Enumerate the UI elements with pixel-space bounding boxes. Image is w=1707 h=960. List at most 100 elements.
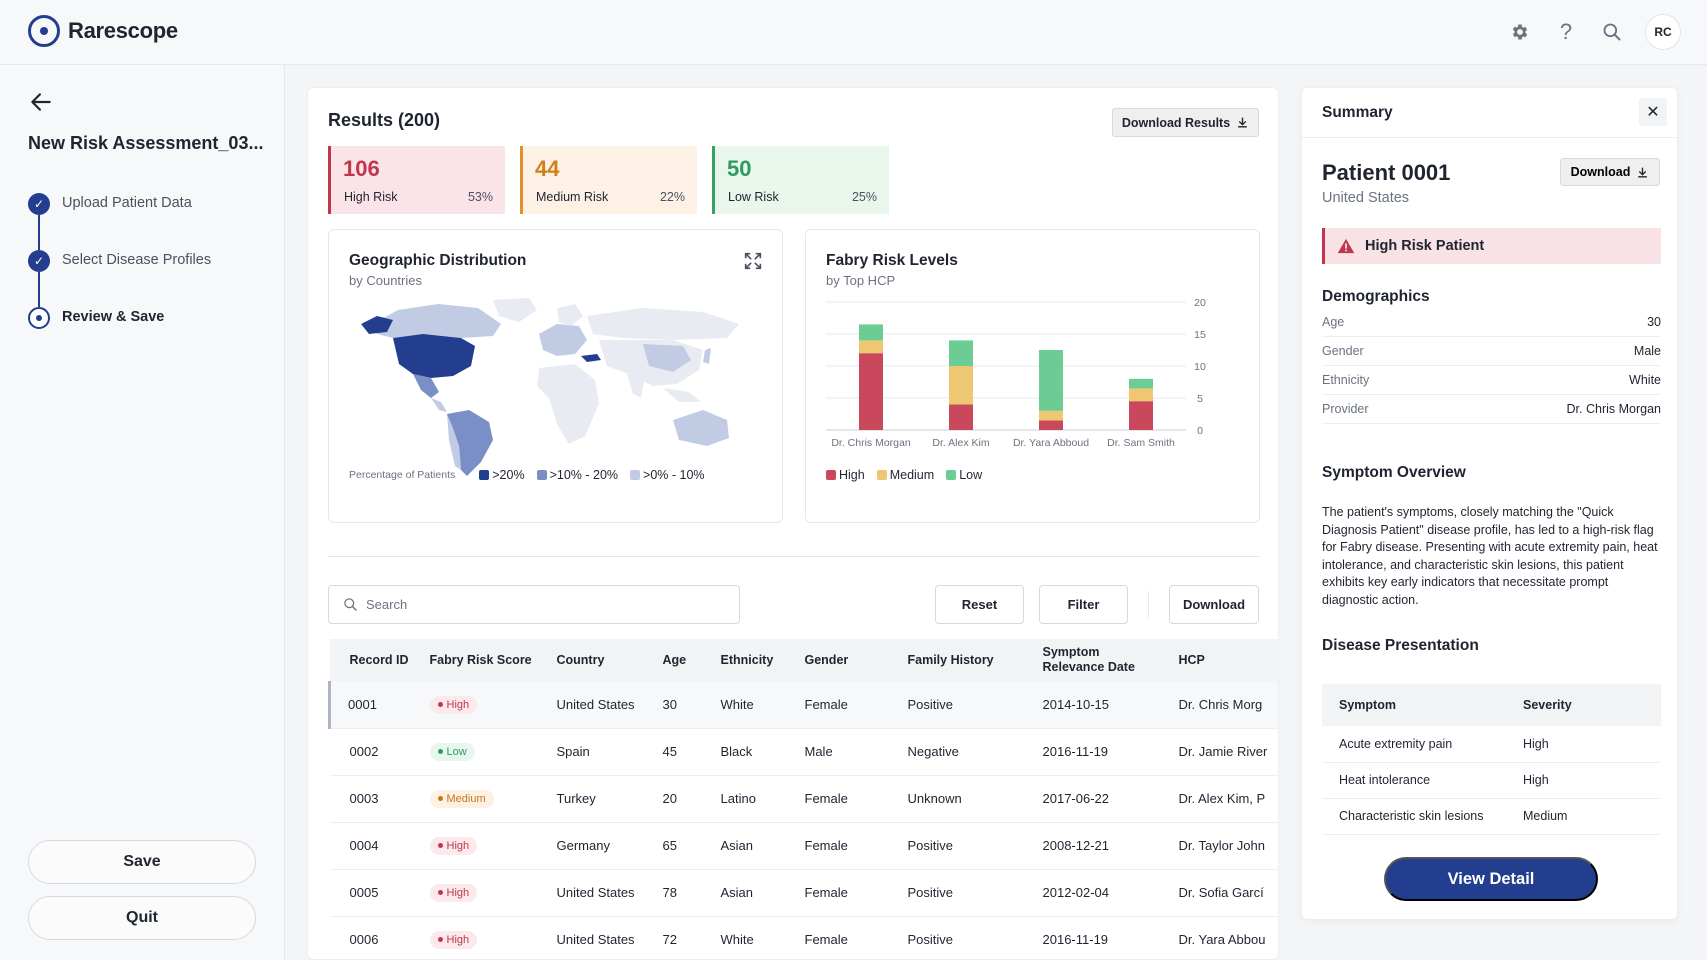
cell-severity: High bbox=[1506, 762, 1661, 799]
map-region-usa bbox=[393, 334, 475, 378]
back-arrow-icon[interactable] bbox=[28, 89, 54, 115]
kpi-low-risk[interactable]: 50 Low Risk 25% bbox=[712, 146, 889, 214]
col-gender[interactable]: Gender bbox=[804, 652, 849, 667]
top-actions: ? RC bbox=[1507, 14, 1681, 50]
kpi-value: 44 bbox=[535, 156, 560, 181]
cell-age: 78 bbox=[642, 869, 701, 917]
disease-presentation-title: Disease Presentation bbox=[1322, 637, 1479, 654]
patient-country: United States bbox=[1322, 190, 1410, 206]
col-risk-score[interactable]: Fabry Risk Score bbox=[429, 652, 532, 667]
step-label: Select Disease Profiles bbox=[62, 252, 212, 268]
bar-segment-high[interactable] bbox=[859, 353, 883, 430]
bar-segment-medium[interactable] bbox=[1039, 410, 1063, 421]
cell-date: 2016-11-19 bbox=[1022, 916, 1159, 959]
cell-id: 0004 bbox=[329, 822, 410, 870]
bar-segment-medium[interactable] bbox=[949, 366, 973, 405]
step-label: Upload Patient Data bbox=[62, 195, 192, 211]
bar-segment-high[interactable] bbox=[949, 404, 973, 430]
cell-symptom: Acute extremity pain bbox=[1322, 726, 1506, 763]
y-tick-label: 5 bbox=[1197, 393, 1203, 405]
table-row[interactable]: 0006 High United States 72 White Female Positi… bbox=[329, 916, 1278, 959]
help-icon[interactable]: ? bbox=[1559, 19, 1573, 44]
step-upload[interactable]: ✓ Upload Patient Data bbox=[28, 193, 211, 250]
search-icon[interactable] bbox=[1599, 19, 1625, 45]
cell-country: Germany bbox=[536, 822, 643, 870]
bar-segment-high[interactable] bbox=[1039, 420, 1063, 430]
col-age[interactable]: Age bbox=[662, 652, 687, 667]
table-row[interactable]: 0005 High United States 78 Asian Female Positi… bbox=[329, 869, 1278, 917]
cell-family: Positive bbox=[887, 916, 1023, 959]
demographics-title: Demographics bbox=[1322, 288, 1430, 305]
col-country[interactable]: Country bbox=[556, 652, 605, 667]
expand-icon[interactable] bbox=[742, 250, 764, 272]
cell-hcp: Dr. Alex Kim, P bbox=[1158, 775, 1278, 823]
cell-id: 0003 bbox=[329, 775, 410, 823]
app-logo[interactable]: Rarescope bbox=[28, 15, 178, 47]
bar-segment-medium[interactable] bbox=[859, 340, 883, 354]
reset-button[interactable]: Reset bbox=[935, 585, 1024, 624]
y-tick-label: 0 bbox=[1197, 425, 1203, 437]
col-ethnicity[interactable]: Ethnicity bbox=[720, 652, 774, 667]
map-region-china bbox=[643, 344, 691, 372]
warning-icon bbox=[1337, 238, 1355, 254]
download-results-button[interactable]: Download Results bbox=[1112, 108, 1259, 137]
cell-risk: High bbox=[409, 681, 537, 729]
world-map[interactable] bbox=[343, 294, 763, 479]
step-review-save[interactable]: Review & Save bbox=[28, 307, 211, 364]
search-box[interactable] bbox=[328, 585, 740, 624]
bar-segment-low[interactable] bbox=[1129, 378, 1153, 389]
bar-segment-low[interactable] bbox=[859, 324, 883, 341]
map-region-india bbox=[627, 374, 645, 398]
cell-family: Negative bbox=[887, 728, 1023, 776]
kpi-label: High Risk bbox=[344, 190, 398, 204]
search-input[interactable] bbox=[366, 597, 726, 612]
bar-segment-high[interactable] bbox=[1129, 401, 1153, 430]
map-region-turkey bbox=[581, 354, 601, 362]
kpi-percent: 22% bbox=[659, 190, 685, 204]
step-label: Review & Save bbox=[62, 309, 165, 325]
cell-ethnicity: White bbox=[700, 681, 785, 729]
table-row[interactable]: 0002 Low Spain 45 Black Male Negative 2016-11-1… bbox=[329, 728, 1278, 776]
cell-id: 0005 bbox=[329, 869, 410, 917]
summary-title: Summary bbox=[1322, 104, 1393, 121]
user-avatar[interactable]: RC bbox=[1645, 14, 1681, 50]
col-record-id[interactable]: Record ID bbox=[349, 652, 409, 667]
kpi-medium-risk[interactable]: 44 Medium Risk 22% bbox=[520, 146, 697, 214]
patient-download-button[interactable]: Download bbox=[1560, 158, 1660, 186]
bar-segment-medium[interactable] bbox=[1129, 388, 1153, 402]
bar-segment-low[interactable] bbox=[1039, 350, 1063, 411]
quit-button[interactable]: Quit bbox=[28, 896, 256, 940]
section-divider bbox=[328, 556, 1260, 557]
cell-family: Positive bbox=[887, 869, 1023, 917]
col-family-history[interactable]: Family History bbox=[907, 652, 994, 667]
col-symptom-date[interactable]: Symptom Relevance Date bbox=[1042, 645, 1135, 674]
map-region-scandinavia bbox=[557, 304, 583, 326]
download-button[interactable]: Download bbox=[1169, 585, 1259, 624]
map-region-southeast-asia bbox=[663, 388, 701, 402]
risk-alert: High Risk Patient bbox=[1322, 228, 1661, 264]
gear-icon[interactable] bbox=[1507, 19, 1533, 45]
map-region-alaska bbox=[361, 316, 393, 334]
cell-risk: Medium bbox=[409, 775, 537, 823]
table-row[interactable]: 0004 High Germany 65 Asian Female Positive 2008… bbox=[329, 822, 1278, 870]
bar-segment-low[interactable] bbox=[949, 340, 973, 366]
save-button[interactable]: Save bbox=[28, 840, 256, 884]
summary-panel: Summary ✕ Patient 0001 United States Dow… bbox=[1301, 87, 1678, 920]
cell-country: Turkey bbox=[536, 775, 643, 823]
stacked-bar-chart: 0 5 10 15 20 Dr. Chris Morgan Dr. Alex Kim Dr. … bbox=[826, 297, 1206, 449]
step-disease-profiles[interactable]: ✓ Select Disease Profiles bbox=[28, 250, 211, 307]
risk-badge: Low bbox=[429, 742, 475, 761]
col-hcp[interactable]: HCP bbox=[1178, 652, 1205, 667]
close-icon[interactable]: ✕ bbox=[1639, 98, 1667, 126]
check-icon: ✓ bbox=[28, 193, 50, 215]
view-detail-button[interactable]: View Detail bbox=[1384, 857, 1598, 901]
current-step-icon bbox=[28, 307, 50, 329]
cell-age: 30 bbox=[642, 681, 701, 729]
table-row[interactable]: 0001 High United States 30 White Female Positi… bbox=[328, 681, 1278, 729]
demo-row-gender: Gender Male bbox=[1322, 337, 1661, 366]
cell-gender: Female bbox=[784, 681, 888, 729]
table-row[interactable]: 0003 Medium Turkey 20 Latino Female Unknown 201… bbox=[329, 775, 1278, 823]
kpi-high-risk[interactable]: 106 High Risk 53% bbox=[328, 146, 505, 214]
filter-button[interactable]: Filter bbox=[1039, 585, 1128, 624]
cell-date: 2016-11-19 bbox=[1022, 728, 1159, 776]
